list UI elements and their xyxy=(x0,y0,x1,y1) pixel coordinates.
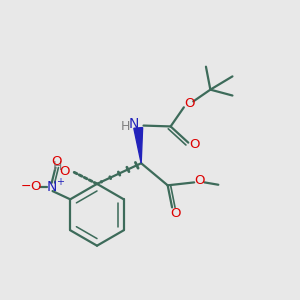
Text: −: − xyxy=(21,180,31,193)
Text: N: N xyxy=(129,117,139,131)
Text: O: O xyxy=(184,97,195,110)
Text: O: O xyxy=(51,154,61,167)
Text: O: O xyxy=(194,173,205,187)
Text: O: O xyxy=(59,165,69,178)
Polygon shape xyxy=(134,128,142,163)
Text: O: O xyxy=(31,180,41,193)
Text: H: H xyxy=(52,160,62,173)
Text: O: O xyxy=(170,207,180,220)
Text: O: O xyxy=(190,138,200,151)
Text: +: + xyxy=(56,177,64,187)
Text: H: H xyxy=(120,120,130,133)
Text: N: N xyxy=(46,180,57,194)
